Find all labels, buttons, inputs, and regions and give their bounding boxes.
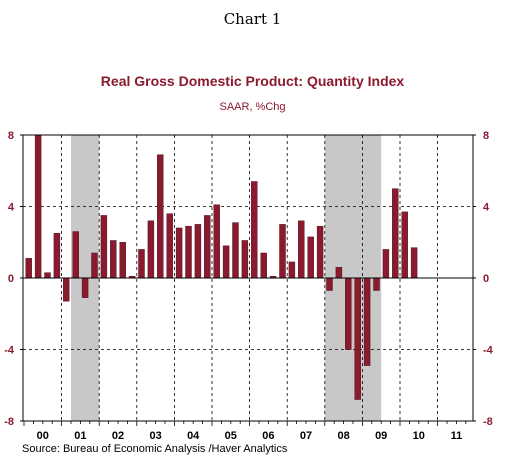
x-tick-label: 08	[337, 430, 349, 442]
bar	[410, 247, 418, 279]
bar	[279, 224, 286, 279]
bar	[138, 249, 145, 279]
bar	[72, 231, 79, 279]
bar	[401, 211, 408, 279]
chart-subtitle: SAAR, %Chg	[219, 101, 286, 113]
x-tick-label: 00	[37, 430, 49, 442]
bar	[25, 258, 32, 279]
bar	[382, 249, 390, 279]
bar	[53, 233, 61, 279]
x-tick-label: 05	[225, 430, 237, 442]
x-tick-label: 10	[413, 430, 425, 442]
x-tick-label: 03	[149, 430, 161, 442]
y-tick-label-right: -8	[483, 416, 493, 428]
bar	[326, 277, 333, 291]
x-tick-label: 06	[262, 430, 274, 442]
y-tick-label-right: 4	[483, 202, 490, 214]
x-tick-label: 04	[187, 430, 200, 442]
bar	[260, 252, 267, 279]
y-tick-label-left: 4	[8, 202, 15, 214]
bar	[288, 261, 296, 279]
y-tick-label-left: 8	[8, 130, 14, 142]
bar	[147, 220, 155, 279]
bar	[316, 225, 324, 279]
chart-heading: Chart 1	[223, 10, 282, 28]
bar	[232, 222, 239, 279]
bar	[185, 225, 192, 279]
y-tick-label-right: 8	[483, 130, 489, 142]
bar	[373, 277, 380, 291]
bar	[241, 240, 249, 279]
bar	[204, 215, 211, 279]
bar	[251, 181, 258, 279]
x-tick-label: 02	[112, 430, 124, 442]
bar	[213, 204, 220, 279]
bar	[91, 252, 98, 279]
bar	[307, 236, 314, 279]
x-tick-label: 11	[451, 430, 463, 442]
bar	[354, 277, 361, 400]
bar	[34, 134, 42, 279]
bar	[81, 277, 89, 298]
y-tick-label-right: 0	[483, 273, 489, 285]
y-tick-label-left: -8	[4, 416, 14, 428]
bar	[363, 277, 371, 366]
bar	[157, 154, 164, 279]
bar	[100, 215, 108, 279]
bar	[175, 227, 183, 279]
chart-title: Real Gross Domestic Product: Quantity In…	[100, 73, 405, 89]
bar	[194, 224, 202, 279]
bar	[345, 277, 352, 350]
bar	[119, 242, 126, 279]
bar	[298, 220, 305, 279]
x-tick-label: 09	[375, 430, 387, 442]
bar	[335, 267, 343, 279]
y-tick-label-right: -4	[483, 345, 494, 357]
x-tick-label: 07	[300, 430, 312, 442]
bar	[222, 245, 230, 279]
y-tick-label-left: -4	[4, 345, 15, 357]
x-tick-label: 01	[74, 430, 86, 442]
bar	[392, 188, 399, 279]
bar	[110, 240, 117, 279]
bar	[63, 277, 70, 302]
y-tick-label-left: 0	[8, 273, 14, 285]
bar	[44, 272, 51, 279]
bar	[166, 213, 173, 279]
chart-source: Source: Bureau of Economic Analysis /Hav…	[22, 443, 288, 455]
